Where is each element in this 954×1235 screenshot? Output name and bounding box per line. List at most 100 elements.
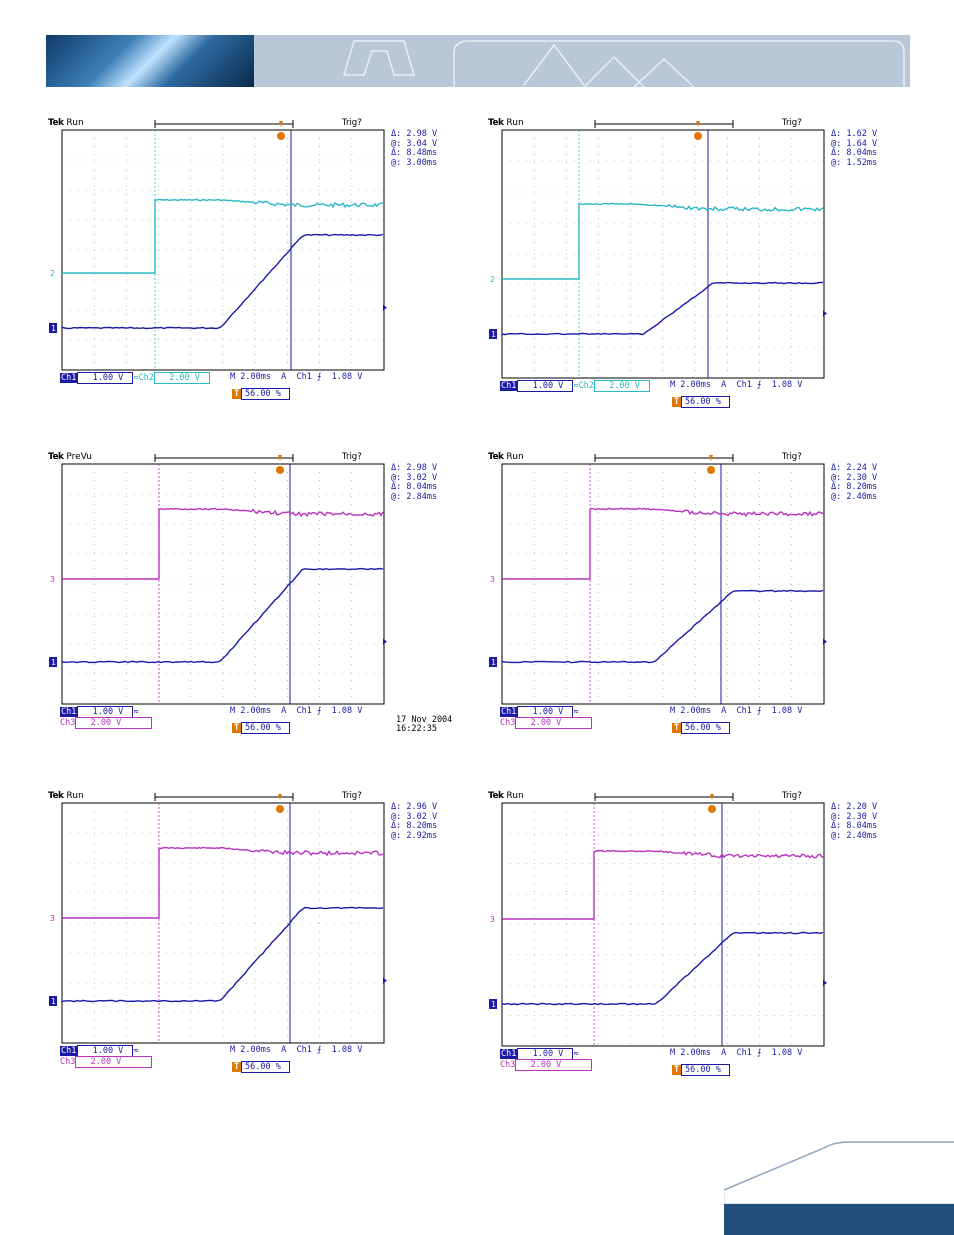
capture-timestamp: 17 Nov 2004 16:22:35 (396, 715, 453, 734)
ch1-label: Ch1 (500, 1049, 518, 1059)
ch1-trace (61, 567, 384, 664)
trigger-position: T 56.00 % (232, 1061, 290, 1073)
trigger-position-icon (710, 794, 714, 800)
ch3-label: Ch3 (60, 718, 76, 728)
scope-brand: Tek Run (48, 118, 84, 128)
channel-marker-ch1: 1 (491, 1000, 496, 1009)
timebase-trigger: M 2.00ms A Ch1 ⨍ 1.08 V (670, 706, 803, 716)
trigger-status: Trig? (782, 118, 802, 128)
trigger-t-icon: T (232, 389, 241, 399)
brand-label: Tek (48, 791, 64, 801)
status-bar: Ch1 1.00 V ≈Ch2 2.00 V (500, 380, 650, 392)
cursor-readout: Δ: 1.62 V @: 1.64 V Δ: 8.04ms @: 1.52ms (831, 129, 878, 168)
trigger-level-icon (383, 638, 387, 645)
channel-marker-secondary: 3 (490, 575, 495, 584)
trigger-point-icon (277, 132, 285, 140)
ch3-status: Ch3 2.00 V (500, 1059, 592, 1071)
graticule: 31 (49, 454, 387, 705)
ch1-label: Ch1 (500, 381, 518, 391)
trigger-level-icon (823, 310, 827, 317)
secondary-channel-trace (62, 198, 384, 274)
scope-capture-6: Tek Run Trig? Δ: 2.20 V @: 2.30 V Δ: 8.04m… (488, 791, 877, 1081)
trigger-position-value: 56.00 % (241, 1061, 290, 1073)
trigger-point-icon (276, 805, 284, 813)
trigger-position: T 56.00 % (232, 388, 290, 400)
footer-decoration (724, 1141, 954, 1235)
acquisition-mode: Run (503, 791, 524, 801)
graticule: 31 (489, 454, 827, 705)
ch3-scale: 2.00 V (75, 1056, 152, 1068)
brand-label: Tek (48, 452, 64, 462)
graticule: 21 (49, 120, 387, 371)
trigger-status: Trig? (342, 452, 362, 462)
trigger-position: T 56.00 % (232, 722, 290, 734)
channel-marker-secondary: 2 (50, 269, 55, 278)
trigger-position-value: 56.00 % (241, 722, 290, 734)
ch1-scale: 1.00 V (517, 380, 574, 392)
bandwidth-icon: ≈ (573, 1049, 579, 1059)
graticule: 21 (489, 120, 827, 379)
trigger-point-icon (276, 466, 284, 474)
scope-capture-1: Tek Run Trig? Δ: 2.98 V @: 3.04 V Δ: 8.48m… (48, 118, 437, 408)
ch3-label: Ch3 (60, 1057, 76, 1067)
ch1-label: Ch1 (60, 1046, 78, 1056)
cursor-readout: Δ: 2.96 V @: 3.02 V Δ: 8.20ms @: 2.92ms (391, 802, 438, 841)
ch3-status: Ch3 2.00 V (500, 717, 592, 729)
trigger-status: Trig? (342, 791, 362, 801)
channel-marker-ch1-bg (489, 329, 497, 339)
trigger-level-icon (383, 977, 387, 984)
channel-marker-ch1-bg (49, 996, 57, 1006)
ch1-trace (61, 906, 384, 1003)
graticule: 31 (49, 793, 387, 1044)
scope-capture-2: Tek Run Trig? Δ: 1.62 V @: 1.64 V Δ: 8.04m… (488, 118, 877, 408)
ch1-label: Ch1 (500, 707, 518, 717)
channel-marker-ch1: 1 (51, 324, 56, 333)
graticule: 31 (489, 793, 827, 1047)
ch1-trace (61, 233, 384, 330)
trigger-position-value: 56.00 % (681, 1064, 730, 1076)
trigger-position-value: 56.00 % (241, 388, 290, 400)
banner-decoration (342, 40, 905, 87)
timebase-trigger: M 2.00ms A Ch1 ⨍ 1.08 V (230, 1045, 363, 1055)
channel-marker-ch1-bg (49, 323, 57, 333)
trigger-status: Trig? (782, 791, 802, 801)
trigger-position-icon (279, 121, 283, 127)
timebase-trigger: M 2.00ms A Ch1 ⨍ 1.08 V (230, 706, 363, 716)
channel-marker-ch1: 1 (491, 658, 496, 667)
bandwidth-icon: ≈ (133, 707, 139, 717)
trigger-position-icon (709, 455, 713, 461)
cursor-readout: Δ: 2.24 V @: 2.30 V Δ: 8.20ms @: 2.40ms (831, 463, 878, 502)
ch3-label: Ch3 (500, 1060, 516, 1070)
ch1-trace (501, 931, 824, 1006)
secondary-channel-trace (502, 202, 824, 280)
scope-capture-3: Tek PreVu Trig? Δ: 2.98 V @: 3.02 V Δ: 8.0… (48, 452, 452, 742)
trigger-point-icon (708, 805, 716, 813)
scope-brand: Tek PreVu (48, 452, 92, 462)
ch3-status: Ch3 2.00 V (60, 1056, 152, 1068)
trigger-status: Trig? (782, 452, 802, 462)
brand-label: Tek (48, 118, 64, 128)
channel-marker-ch1: 1 (51, 658, 56, 667)
trigger-level-icon (823, 979, 827, 986)
acquisition-mode: Run (503, 452, 524, 462)
channel-marker-ch1-bg (489, 999, 497, 1009)
acquisition-mode: Run (63, 791, 84, 801)
ch2-scale: 2.00 V (153, 372, 210, 384)
trigger-t-icon: T (672, 723, 681, 733)
channel-marker-ch1: 1 (491, 330, 496, 339)
timebase-trigger: M 2.00ms A Ch1 ⨍ 1.08 V (670, 1048, 803, 1058)
acquisition-mode: PreVu (63, 452, 92, 462)
scope-capture-4: Tek Run Trig? Δ: 2.24 V @: 2.30 V Δ: 8.20m… (488, 452, 877, 742)
channel-marker-ch1: 1 (51, 997, 56, 1006)
ch1-label: Ch1 (60, 373, 78, 383)
channel-marker-secondary: 3 (50, 914, 55, 923)
trigger-position-icon (278, 794, 282, 800)
banner-photo (46, 35, 254, 87)
ch2-label: ≈Ch2 (573, 381, 594, 391)
ch1-scale: 1.00 V (77, 372, 134, 384)
bandwidth-icon: ≈ (133, 1046, 139, 1056)
scope-brand: Tek Run (488, 791, 524, 801)
trigger-position: T 56.00 % (672, 396, 730, 408)
ch3-scale: 2.00 V (75, 717, 152, 729)
trigger-t-icon: T (672, 397, 681, 407)
